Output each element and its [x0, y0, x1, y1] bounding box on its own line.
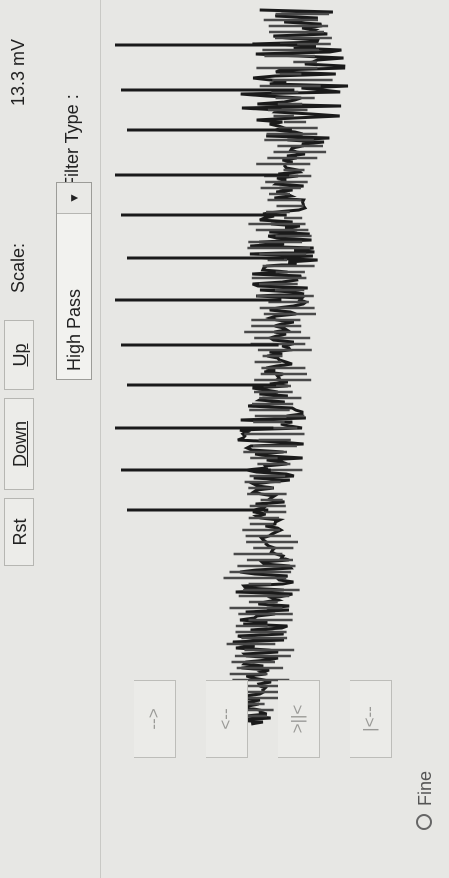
- chevron-down-icon[interactable]: ▼: [57, 183, 91, 214]
- filter-type-value: High Pass: [64, 288, 84, 371]
- filter-type-select[interactable]: High Pass ▼: [56, 182, 92, 380]
- panel-divider: [100, 0, 101, 878]
- fine-radio[interactable]: Fine: [415, 771, 436, 830]
- nav-first-button[interactable]: |<--: [350, 680, 392, 758]
- scale-down-button[interactable]: Down: [4, 398, 34, 490]
- nav-back-button[interactable]: <--: [206, 680, 248, 758]
- nav-prev-button[interactable]: >||<: [278, 680, 320, 758]
- radio-icon: [416, 814, 432, 830]
- scale-value: 13.3 mV: [8, 38, 28, 106]
- fine-label: Fine: [415, 770, 435, 806]
- scale-label: Scale:: [8, 242, 28, 293]
- filter-type-label: Filter Type :: [62, 94, 82, 188]
- scale-up-button[interactable]: Up: [4, 320, 34, 390]
- nav-next-button[interactable]: -->: [134, 680, 176, 758]
- scale-reset-button[interactable]: Rst: [4, 498, 34, 566]
